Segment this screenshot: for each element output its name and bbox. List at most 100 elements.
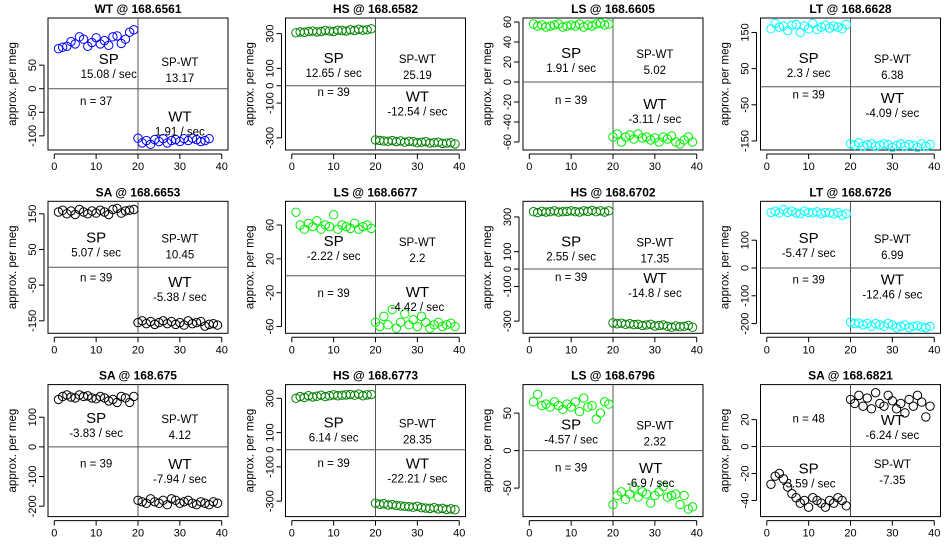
data-point [904, 139, 914, 150]
x-tick-label: 20 [369, 344, 381, 356]
y-tick-label: -300 [502, 310, 514, 332]
spwt-label: SP-WT [636, 421, 673, 433]
y-axis-label: approx. per meg [482, 225, 494, 309]
spwt-value: 6.99 [881, 250, 903, 262]
y-tick-label: 60 [265, 219, 277, 231]
x-tick-label: 30 [174, 528, 186, 540]
spwt-value: 4.12 [169, 430, 191, 442]
x-tick-label: 10 [90, 161, 102, 173]
data-point [870, 141, 881, 152]
sp-rate: 2.3 / sec [787, 68, 831, 80]
data-point [421, 317, 431, 328]
x-tick-label: 20 [369, 161, 381, 173]
x-tick-label: 0 [51, 344, 57, 356]
wt-rate: -6.9 / sec [627, 478, 675, 490]
data-point [124, 205, 135, 215]
data-point [78, 34, 89, 44]
data-point [683, 320, 694, 331]
data-point [866, 404, 877, 414]
data-point [312, 216, 322, 226]
y-tick-label: 0 [740, 265, 752, 271]
data-point [337, 220, 347, 230]
y-tick-label: 100 [265, 423, 277, 441]
data-point [766, 479, 776, 489]
data-point [604, 206, 614, 216]
data-point [616, 487, 627, 497]
data-point [446, 504, 456, 514]
x-tick-label: 30 [411, 161, 423, 173]
x-tick-label: 40 [216, 344, 228, 356]
data-point [187, 133, 198, 143]
y-axis-label: approx. per meg [245, 225, 257, 309]
scatter-panel: HS @ 168.6582 0 10 20 30 40 -300 -100 0 100 300 app… [245, 2, 466, 173]
y-axis-label: approx. per meg [245, 409, 257, 493]
data-point [687, 137, 698, 147]
data-point [799, 495, 810, 506]
data-point [450, 321, 460, 332]
data-point [858, 141, 868, 152]
data-point [908, 401, 918, 411]
data-point [587, 400, 597, 411]
x-tick-label: 30 [174, 344, 186, 356]
x-tick-label: 10 [90, 344, 102, 356]
x-tick-label: 40 [216, 161, 228, 173]
n-count: n = 39 [792, 274, 824, 286]
panel-title: SA @ 168.675 [99, 369, 177, 383]
data-point [912, 390, 923, 401]
x-tick-label: 10 [803, 161, 815, 173]
panel-title: HS @ 168.6773 [333, 369, 418, 383]
panel-title: SA @ 168.6653 [96, 185, 181, 199]
y-tick-label: -300 [265, 490, 277, 512]
x-tick-label: 0 [764, 161, 770, 173]
x-tick-label: 10 [803, 344, 815, 356]
spwt-value: 2.32 [644, 437, 666, 449]
data-point [662, 492, 673, 502]
data-point [666, 490, 677, 501]
data-point [608, 499, 618, 510]
x-tick-label: 40 [691, 344, 703, 356]
y-tick-label: 50 [27, 59, 39, 71]
y-tick-label: 0 [502, 448, 514, 454]
data-point [833, 22, 843, 32]
scatter-panel: HS @ 168.6773 0 10 20 30 40 -300 -100 0 100 300 app… [245, 369, 466, 540]
data-point [53, 43, 64, 54]
sp-label: SP [561, 417, 581, 434]
spwt-value: 2.2 [409, 253, 425, 265]
n-count: n = 39 [80, 459, 112, 471]
sp-rate: -5.47 / sec [782, 248, 836, 260]
spwt-value: 28.35 [403, 434, 432, 446]
x-tick-label: 0 [51, 528, 57, 540]
wt-rate: -7.94 / sec [153, 474, 207, 486]
scatter-panel: LS @ 168.6677 0 10 20 30 40 -60 -20 20 60 approx. … [245, 185, 466, 356]
y-tick-label: 0 [27, 86, 39, 92]
wt-rate: -22.21 / sec [387, 474, 447, 486]
y-axis-label: approx. per meg [245, 42, 257, 126]
x-tick-label: 20 [132, 528, 144, 540]
data-point [591, 414, 601, 424]
data-point [95, 391, 106, 402]
data-point [783, 482, 793, 492]
data-point [200, 321, 210, 331]
y-tick-label: 0 [265, 83, 277, 89]
data-point [925, 321, 935, 332]
data-point [795, 27, 805, 38]
wt-label: WT [406, 284, 429, 301]
data-point [604, 19, 614, 29]
data-point [204, 133, 214, 144]
y-tick-label: -100 [27, 466, 39, 488]
data-point [896, 398, 906, 409]
y-tick-label: -60 [502, 134, 514, 150]
wt-rate: -4.09 / sec [866, 108, 920, 120]
spwt-label: SP-WT [399, 54, 436, 66]
data-point [766, 24, 776, 34]
x-tick-label: 30 [649, 344, 661, 356]
data-point [450, 139, 460, 149]
x-tick-label: 10 [565, 528, 577, 540]
data-point [362, 390, 372, 400]
x-tick-label: 30 [649, 161, 661, 173]
y-tick-label: -150 [27, 310, 39, 332]
y-tick-label: -100 [265, 456, 277, 478]
data-point [675, 499, 685, 510]
x-tick-label: 0 [289, 344, 295, 356]
y-tick-label: 50 [502, 407, 514, 419]
